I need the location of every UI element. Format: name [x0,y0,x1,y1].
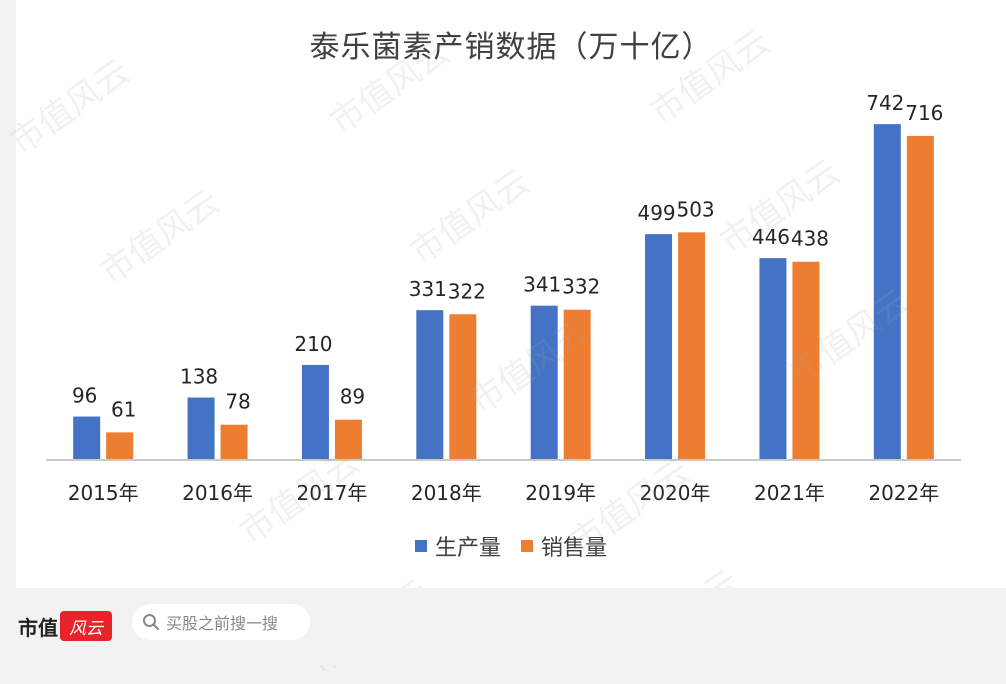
brand-logo: 风云 [60,611,112,641]
data-label-sales-1: 78 [225,390,250,414]
legend-item-production: 生产量 [414,530,501,562]
bar-production-4 [530,305,558,460]
data-label-production-2: 210 [294,332,332,356]
data-label-sales-0: 61 [111,397,136,421]
data-label-production-1: 138 [180,365,218,389]
data-label-production-7: 742 [866,91,904,115]
legend-swatch-sales [521,540,533,552]
x-tick-label-5: 2020年 [640,481,711,505]
data-label-production-6: 446 [752,225,790,249]
bar-sales-2 [334,419,362,460]
data-label-production-5: 499 [637,201,675,225]
bar-sales-7 [906,135,934,461]
bar-production-5 [645,234,673,460]
bar-sales-6 [792,261,820,460]
bar-sales-5 [678,232,706,460]
bar-chart: 96 61 2015年 138 78 2016年 210 89 2017年 331 322 2018年… [46,91,961,505]
data-label-sales-7: 716 [905,101,943,125]
search-box[interactable]: 买股之前搜一搜 [132,604,310,640]
x-tick-label-6: 2021年 [754,481,825,505]
bar-sales-3 [449,314,477,460]
data-label-sales-5: 503 [676,197,714,221]
footer-bar: 市值 风云 买股之前搜一搜 [0,588,1006,665]
legend: 生产量 销售量 [16,530,1006,562]
legend-swatch-production [414,540,427,552]
x-tick-label-2: 2017年 [296,481,367,505]
search-icon [143,614,159,630]
data-label-sales-6: 438 [791,227,829,251]
bar-sales-0 [106,432,134,460]
brand-text: 市值 [18,615,58,640]
brand-logo-group[interactable]: 市值 风云 [18,608,112,644]
bar-production-1 [187,397,215,460]
x-tick-label-1: 2016年 [182,481,253,505]
bar-production-2 [301,364,329,460]
data-label-sales-4: 332 [562,275,600,299]
bar-production-3 [416,310,444,460]
legend-label-sales: 销售量 [541,536,608,561]
data-label-production-4: 341 [523,273,561,297]
x-tick-label-3: 2018年 [411,481,482,505]
bar-production-6 [759,258,787,460]
x-tick-label-7: 2022年 [868,481,939,505]
data-label-production-0: 96 [72,384,97,408]
bar-sales-4 [563,309,591,460]
chart-card: 泰乐菌素产销数据（万十亿） 96 61 2015年 138 78 2016年 210 89 20… [16,0,1006,588]
search-placeholder: 买股之前搜一搜 [166,614,279,633]
legend-label-production: 生产量 [434,536,501,561]
x-tick-label-0: 2015年 [68,481,139,505]
x-tick-label-4: 2019年 [525,481,596,505]
data-label-production-3: 331 [409,277,447,301]
legend-item-sales: 销售量 [521,530,607,562]
bar-production-0 [73,416,101,460]
data-label-sales-2: 89 [340,385,365,409]
chart-title: 泰乐菌素产销数据（万十亿） [309,30,713,65]
data-label-sales-3: 322 [448,279,486,303]
bar-production-7 [873,124,901,460]
bar-sales-1 [220,424,248,460]
